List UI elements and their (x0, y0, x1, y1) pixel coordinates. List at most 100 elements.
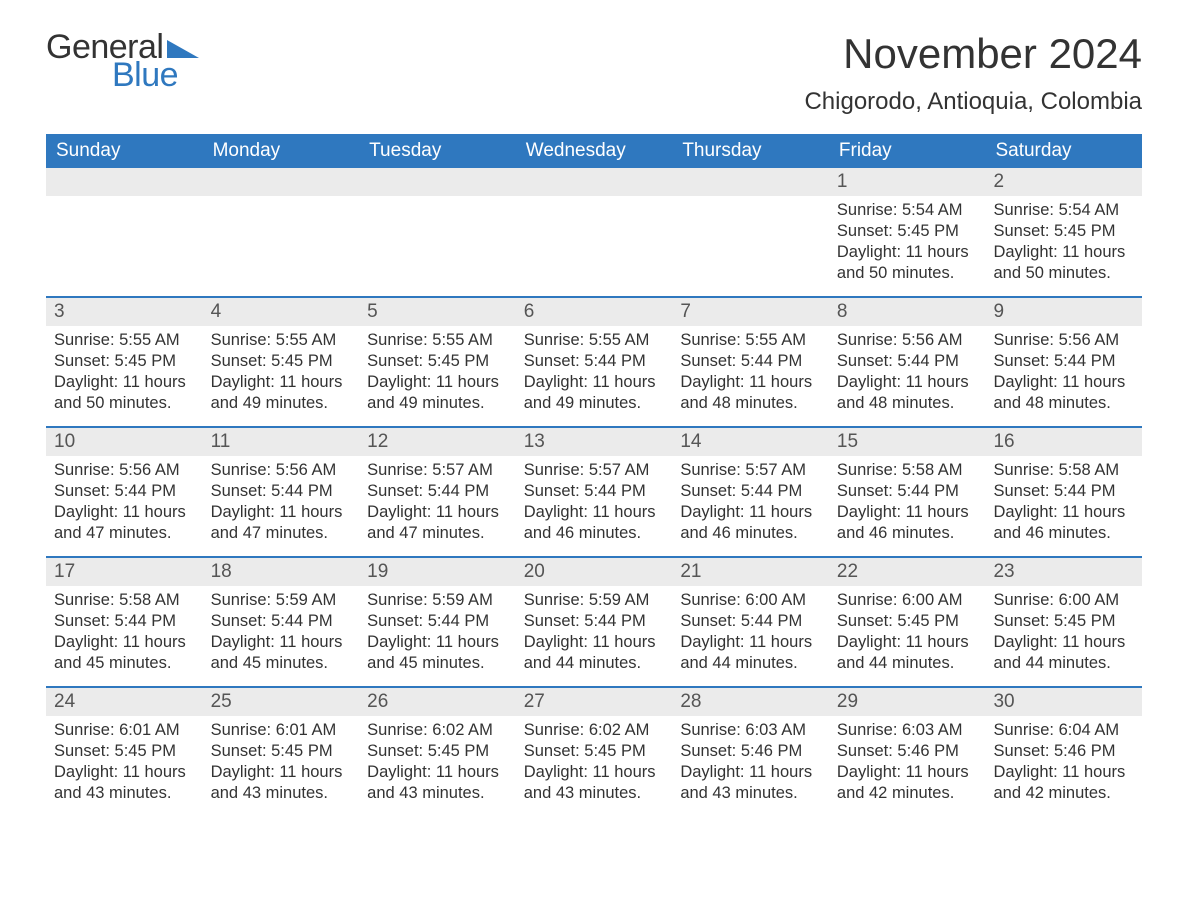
sunrise-line: Sunrise: 5:57 AM (367, 460, 508, 481)
sunrise-line: Sunrise: 5:56 AM (837, 330, 978, 351)
day-cell (359, 168, 516, 296)
day-number: 5 (359, 298, 516, 326)
daylight-line: Daylight: 11 hours and 46 minutes. (524, 502, 665, 544)
day-cell: 14Sunrise: 5:57 AMSunset: 5:44 PMDayligh… (672, 428, 829, 556)
day-number: 16 (985, 428, 1142, 456)
day-number: 7 (672, 298, 829, 326)
day-number: 9 (985, 298, 1142, 326)
sunrise-line: Sunrise: 6:00 AM (993, 590, 1134, 611)
empty-day-bar (516, 168, 673, 196)
sunrise-line: Sunrise: 6:01 AM (54, 720, 195, 741)
sunrise-line: Sunrise: 5:58 AM (993, 460, 1134, 481)
day-header: Saturday (985, 134, 1142, 168)
day-body: Sunrise: 6:03 AMSunset: 5:46 PMDaylight:… (829, 716, 986, 814)
day-number: 4 (203, 298, 360, 326)
sunset-line: Sunset: 5:44 PM (680, 481, 821, 502)
week-row: 3Sunrise: 5:55 AMSunset: 5:45 PMDaylight… (46, 296, 1142, 426)
daylight-line: Daylight: 11 hours and 48 minutes. (837, 372, 978, 414)
sunrise-line: Sunrise: 5:54 AM (993, 200, 1134, 221)
sunrise-line: Sunrise: 5:58 AM (54, 590, 195, 611)
day-cell: 26Sunrise: 6:02 AMSunset: 5:45 PMDayligh… (359, 688, 516, 816)
daylight-line: Daylight: 11 hours and 50 minutes. (837, 242, 978, 284)
day-cell: 21Sunrise: 6:00 AMSunset: 5:44 PMDayligh… (672, 558, 829, 686)
daylight-line: Daylight: 11 hours and 49 minutes. (367, 372, 508, 414)
week-row: 1Sunrise: 5:54 AMSunset: 5:45 PMDaylight… (46, 168, 1142, 296)
daylight-line: Daylight: 11 hours and 43 minutes. (211, 762, 352, 804)
day-cell: 25Sunrise: 6:01 AMSunset: 5:45 PMDayligh… (203, 688, 360, 816)
day-number: 20 (516, 558, 673, 586)
day-header: Friday (829, 134, 986, 168)
day-number: 29 (829, 688, 986, 716)
day-body: Sunrise: 6:00 AMSunset: 5:44 PMDaylight:… (672, 586, 829, 684)
day-body: Sunrise: 5:55 AMSunset: 5:45 PMDaylight:… (46, 326, 203, 424)
sunset-line: Sunset: 5:44 PM (837, 351, 978, 372)
day-body: Sunrise: 5:57 AMSunset: 5:44 PMDaylight:… (516, 456, 673, 554)
day-header: Monday (203, 134, 360, 168)
sunset-line: Sunset: 5:44 PM (993, 351, 1134, 372)
day-body: Sunrise: 6:00 AMSunset: 5:45 PMDaylight:… (829, 586, 986, 684)
sunrise-line: Sunrise: 6:00 AM (837, 590, 978, 611)
sunset-line: Sunset: 5:44 PM (680, 351, 821, 372)
sunrise-line: Sunrise: 6:01 AM (211, 720, 352, 741)
day-cell (672, 168, 829, 296)
day-cell: 16Sunrise: 5:58 AMSunset: 5:44 PMDayligh… (985, 428, 1142, 556)
day-cell: 2Sunrise: 5:54 AMSunset: 5:45 PMDaylight… (985, 168, 1142, 296)
day-number: 19 (359, 558, 516, 586)
sunrise-line: Sunrise: 6:02 AM (367, 720, 508, 741)
sunset-line: Sunset: 5:44 PM (54, 481, 195, 502)
day-number: 27 (516, 688, 673, 716)
day-cell (516, 168, 673, 296)
day-body: Sunrise: 5:56 AMSunset: 5:44 PMDaylight:… (203, 456, 360, 554)
daylight-line: Daylight: 11 hours and 46 minutes. (680, 502, 821, 544)
day-number: 25 (203, 688, 360, 716)
day-body: Sunrise: 6:02 AMSunset: 5:45 PMDaylight:… (359, 716, 516, 814)
sunset-line: Sunset: 5:45 PM (837, 611, 978, 632)
daylight-line: Daylight: 11 hours and 47 minutes. (54, 502, 195, 544)
day-body: Sunrise: 5:59 AMSunset: 5:44 PMDaylight:… (203, 586, 360, 684)
day-cell: 20Sunrise: 5:59 AMSunset: 5:44 PMDayligh… (516, 558, 673, 686)
day-number: 11 (203, 428, 360, 456)
day-number: 18 (203, 558, 360, 586)
sunrise-line: Sunrise: 5:55 AM (524, 330, 665, 351)
header-region: General Blue November 2024 Chigorodo, An… (46, 30, 1142, 116)
day-number: 12 (359, 428, 516, 456)
day-number: 2 (985, 168, 1142, 196)
sunset-line: Sunset: 5:44 PM (524, 611, 665, 632)
sunrise-line: Sunrise: 5:54 AM (837, 200, 978, 221)
sunrise-line: Sunrise: 5:56 AM (211, 460, 352, 481)
empty-day-bar (359, 168, 516, 196)
day-cell: 24Sunrise: 6:01 AMSunset: 5:45 PMDayligh… (46, 688, 203, 816)
day-cell (203, 168, 360, 296)
day-cell: 13Sunrise: 5:57 AMSunset: 5:44 PMDayligh… (516, 428, 673, 556)
sunset-line: Sunset: 5:45 PM (524, 741, 665, 762)
calendar: SundayMondayTuesdayWednesdayThursdayFrid… (46, 134, 1142, 816)
sunrise-line: Sunrise: 5:57 AM (524, 460, 665, 481)
day-number: 1 (829, 168, 986, 196)
sunrise-line: Sunrise: 6:03 AM (680, 720, 821, 741)
sunset-line: Sunset: 5:45 PM (993, 611, 1134, 632)
daylight-line: Daylight: 11 hours and 46 minutes. (993, 502, 1134, 544)
day-body: Sunrise: 6:01 AMSunset: 5:45 PMDaylight:… (203, 716, 360, 814)
sunrise-line: Sunrise: 5:56 AM (993, 330, 1134, 351)
day-number: 14 (672, 428, 829, 456)
daylight-line: Daylight: 11 hours and 43 minutes. (54, 762, 195, 804)
calendar-header-row: SundayMondayTuesdayWednesdayThursdayFrid… (46, 134, 1142, 168)
sunset-line: Sunset: 5:44 PM (680, 611, 821, 632)
day-body: Sunrise: 5:59 AMSunset: 5:44 PMDaylight:… (516, 586, 673, 684)
day-body: Sunrise: 6:00 AMSunset: 5:45 PMDaylight:… (985, 586, 1142, 684)
day-cell: 17Sunrise: 5:58 AMSunset: 5:44 PMDayligh… (46, 558, 203, 686)
sunrise-line: Sunrise: 6:02 AM (524, 720, 665, 741)
day-body: Sunrise: 6:04 AMSunset: 5:46 PMDaylight:… (985, 716, 1142, 814)
day-number: 10 (46, 428, 203, 456)
day-cell: 1Sunrise: 5:54 AMSunset: 5:45 PMDaylight… (829, 168, 986, 296)
sunrise-line: Sunrise: 5:55 AM (211, 330, 352, 351)
day-number: 23 (985, 558, 1142, 586)
day-body: Sunrise: 6:02 AMSunset: 5:45 PMDaylight:… (516, 716, 673, 814)
week-row: 24Sunrise: 6:01 AMSunset: 5:45 PMDayligh… (46, 686, 1142, 816)
day-number: 30 (985, 688, 1142, 716)
sunset-line: Sunset: 5:45 PM (54, 351, 195, 372)
week-row: 17Sunrise: 5:58 AMSunset: 5:44 PMDayligh… (46, 556, 1142, 686)
day-cell: 28Sunrise: 6:03 AMSunset: 5:46 PMDayligh… (672, 688, 829, 816)
day-cell: 18Sunrise: 5:59 AMSunset: 5:44 PMDayligh… (203, 558, 360, 686)
daylight-line: Daylight: 11 hours and 43 minutes. (367, 762, 508, 804)
